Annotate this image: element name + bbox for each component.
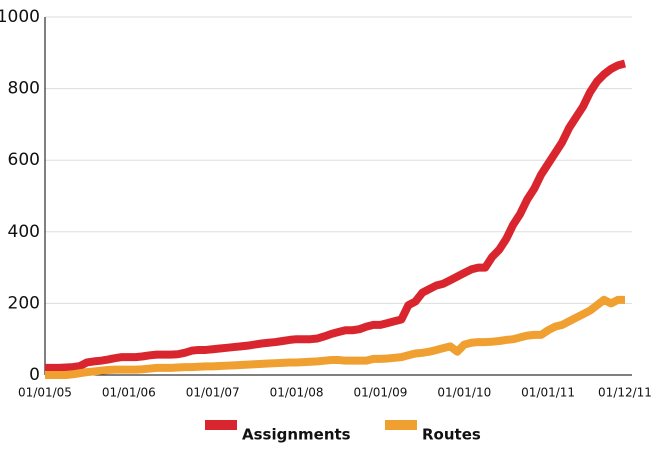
y-tick-label: 200 bbox=[8, 293, 40, 313]
legend-label: Routes bbox=[422, 426, 481, 444]
x-tick-label: 01/01/08 bbox=[270, 386, 324, 400]
x-tick-label: 01/01/05 bbox=[18, 386, 72, 400]
series-line bbox=[45, 59, 626, 372]
legend-label: Assignments bbox=[242, 426, 351, 444]
x-tick-label: 01/01/10 bbox=[437, 386, 491, 400]
y-tick-label: 0 bbox=[29, 365, 40, 385]
x-tick-label: 01/01/07 bbox=[186, 386, 240, 400]
y-tick-label: 800 bbox=[8, 79, 40, 99]
legend-swatch bbox=[205, 420, 237, 430]
x-tick-label: 01/01/09 bbox=[353, 386, 407, 400]
x-tick-label: 01/12/11 bbox=[598, 386, 652, 400]
y-tick-label: 600 bbox=[8, 150, 40, 170]
x-tick-label: 01/01/06 bbox=[102, 386, 156, 400]
x-tick-label: 01/01/11 bbox=[521, 386, 575, 400]
series-line bbox=[45, 295, 625, 379]
y-tick-label: 400 bbox=[8, 222, 40, 242]
legend-swatch bbox=[385, 420, 417, 430]
y-tick-label: 1000 bbox=[0, 7, 40, 27]
